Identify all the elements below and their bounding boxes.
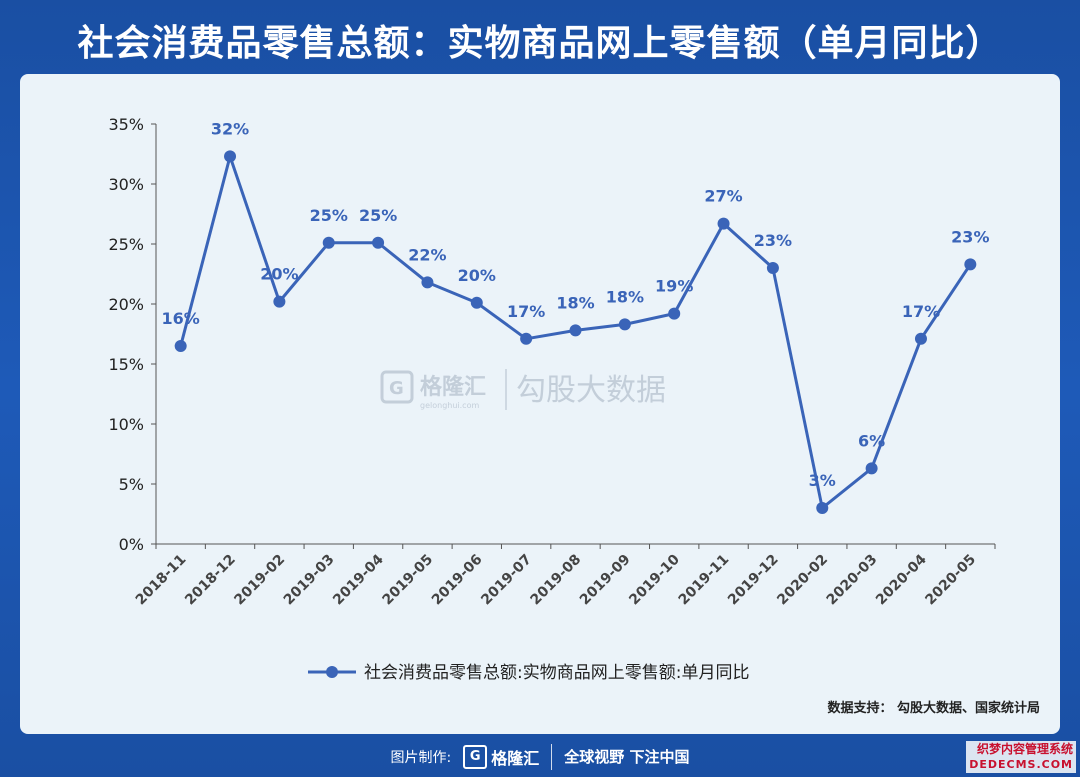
chart-series: [174, 150, 977, 514]
watermark: G 格隆汇 gelonghui.com 勾股大数据: [380, 369, 666, 410]
x-tick-label: 2019-09: [577, 552, 634, 609]
x-tick-label: 2019-04: [330, 551, 387, 608]
data-label: 18%: [556, 293, 594, 312]
legend-label: 社会消费品零售总额:实物商品网上零售额:单月同比: [364, 663, 749, 683]
y-tick-label: 5%: [119, 475, 144, 494]
x-tick-label: 2019-03: [281, 552, 338, 609]
data-label: 25%: [310, 206, 348, 225]
data-point: [322, 236, 335, 249]
data-point: [865, 462, 878, 475]
y-tick-label: 25%: [108, 235, 144, 254]
data-point: [668, 307, 681, 320]
corner-watermark: 织梦内容管理系统 DEDECMS.COM: [966, 741, 1076, 773]
x-tick-label: 2020-03: [824, 552, 881, 609]
chart-data-labels: 16% 32% 20% 25% 25% 22% 20% 17% 18% 18% 19% 27% 23% 3…: [162, 119, 990, 490]
data-point: [964, 258, 977, 271]
y-tick-label: 15%: [108, 355, 144, 374]
data-label: 17%: [507, 302, 545, 321]
y-tick-label: 30%: [108, 175, 144, 194]
x-tick-label: 2020-05: [922, 552, 979, 609]
footer-slogan: 全球视野 下注中国: [564, 748, 690, 766]
footer-brand: 格隆汇: [491, 748, 540, 768]
data-label: 3%: [809, 471, 836, 490]
footer-divider: [551, 743, 553, 770]
data-label: 6%: [858, 431, 885, 450]
chart-legend: 社会消费品零售总额:实物商品网上零售额:单月同比: [308, 663, 749, 683]
line-chart: G 格隆汇 gelonghui.com 勾股大数据 0% 5% 10% 15% 20% 2…: [108, 115, 1040, 716]
x-tick-label: 2019-11: [676, 552, 733, 609]
y-tick-label: 0%: [119, 535, 144, 554]
chart-panel: G 格隆汇 gelonghui.com 勾股大数据 0% 5% 10% 15% 20% 2…: [20, 74, 1060, 734]
y-tick-label: 35%: [108, 115, 144, 134]
x-tick-label: 2019-08: [528, 552, 585, 609]
data-label: 16%: [162, 309, 200, 328]
data-label: 23%: [754, 231, 792, 250]
x-tick-label: 2018-12: [182, 552, 239, 609]
data-label: 20%: [458, 266, 496, 285]
data-point: [520, 332, 533, 345]
watermark-brand: 格隆汇: [420, 374, 486, 400]
data-label: 27%: [704, 187, 742, 206]
footer-made-by: 图片制作:: [390, 749, 452, 766]
data-label: 17%: [902, 302, 940, 321]
watermark-logo-glyph: G: [389, 378, 404, 399]
legend-swatch-marker: [326, 666, 338, 678]
x-tick-label: 2020-04: [873, 551, 930, 608]
data-point: [224, 150, 237, 163]
corner-watermark-cn: 织梦内容管理系统: [976, 742, 1073, 756]
y-tick-label: 20%: [108, 295, 144, 314]
data-point: [372, 236, 385, 249]
corner-watermark-en: DEDECMS.COM: [969, 758, 1073, 771]
x-tick-label: 2019-10: [626, 551, 683, 608]
footer-logo: G 格隆汇: [463, 744, 540, 769]
data-label: 22%: [408, 245, 446, 264]
watermark-logo-icon: [380, 370, 414, 404]
x-tick-label: 2019-07: [478, 552, 535, 609]
data-point: [766, 262, 779, 274]
data-point: [618, 318, 631, 331]
footer: 图片制作: G 格隆汇 全球视野 下注中国: [0, 736, 1080, 777]
data-label: 20%: [260, 265, 298, 284]
x-tick-label: 2019-05: [380, 552, 437, 609]
chart-axes: [155, 124, 995, 545]
data-label: 32%: [211, 119, 249, 138]
watermark-product: 勾股大数据: [516, 373, 666, 408]
data-point: [717, 217, 730, 230]
data-point: [273, 295, 286, 308]
data-point: [569, 324, 582, 337]
page-title: 社会消费品零售总额：实物商品网上零售额（单月同比）: [77, 23, 1003, 64]
data-point: [914, 332, 927, 345]
data-label: 23%: [951, 227, 989, 246]
source-note: 数据支持： 勾股大数据、国家统计局: [827, 700, 1040, 716]
watermark-url: gelonghui.com: [420, 401, 479, 410]
x-tick-label: 2019-12: [725, 552, 782, 609]
x-tick-label: 2018-11: [133, 552, 190, 609]
y-tick-label: 10%: [108, 415, 144, 434]
footer-logo-icon: G: [463, 744, 488, 769]
data-label: 25%: [359, 206, 397, 225]
data-point: [421, 276, 434, 289]
x-tick-label: 2019-02: [231, 552, 288, 609]
x-tick-label: 2019-06: [429, 552, 486, 609]
data-point: [816, 502, 829, 514]
data-point: [470, 296, 483, 309]
data-point: [174, 340, 187, 352]
data-label: 19%: [655, 277, 693, 296]
x-tick-label: 2020-02: [774, 552, 831, 609]
data-label: 18%: [606, 287, 644, 306]
